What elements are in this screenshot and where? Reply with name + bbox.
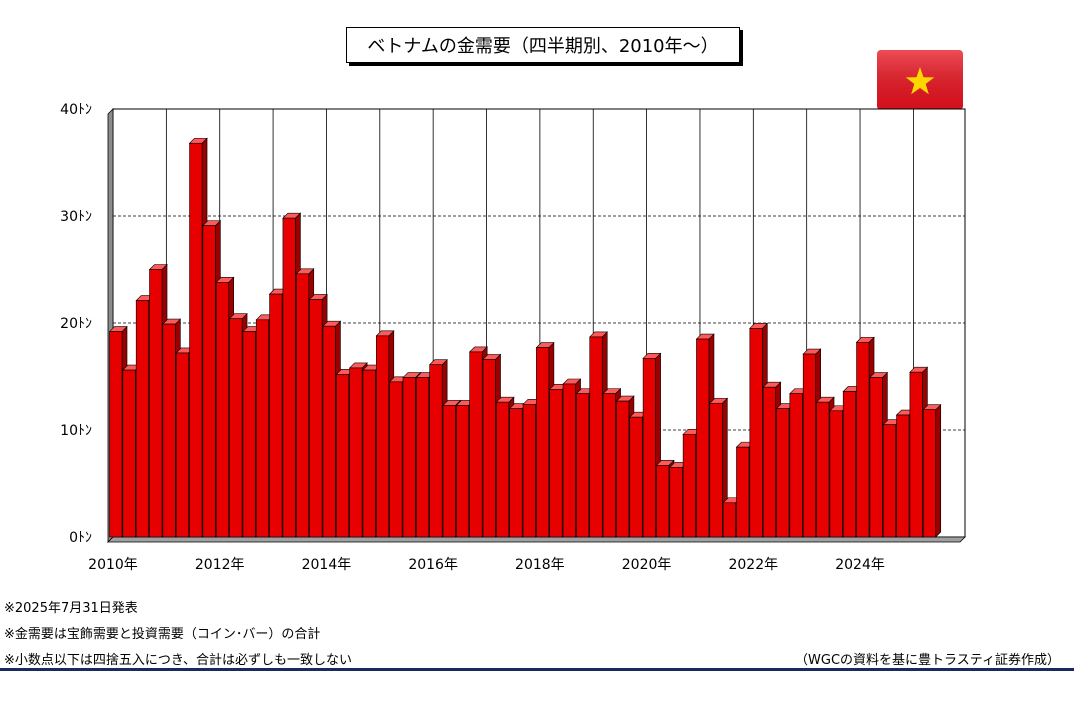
bar-front [709,402,723,538]
y-tick-label: 0ﾄﾝ [69,530,92,546]
bar-front [869,377,883,538]
bar-front [442,405,456,538]
x-tick-label: 2020年 [622,557,672,573]
bar-front [576,393,590,538]
y-tick-label: 30ﾄﾝ [60,209,92,225]
bar-front [816,401,830,538]
x-tick-label: 2018年 [515,557,565,573]
source-note: （WGCの資料を基に豊トラスティ証券作成） [795,653,1060,668]
bar-front [776,408,790,538]
bars [108,137,942,538]
bar-front [322,325,336,538]
y-tick-label: 40ﾄﾝ [60,102,92,118]
bar-front [215,282,230,538]
x-tick-label: 2012年 [195,557,245,573]
bar-front [269,293,283,538]
bar-front [762,386,776,538]
x-tick-label: 2010年 [88,557,138,573]
bar-front [469,351,483,538]
bar-front [602,393,616,538]
bar-front [175,352,189,538]
bar-front [295,273,310,538]
bar-chart: 0ﾄﾝ 10ﾄﾝ 20ﾄﾝ 30ﾄﾝ 40ﾄﾝ 2010年 2012年 2014年 2016年 2… [60,102,966,573]
bar-front [549,389,563,538]
bar-front [109,331,123,538]
bar-front [789,393,803,538]
bar-front [509,408,523,538]
bar-front [282,217,296,538]
bar-front [429,364,443,538]
bar-front [362,369,376,538]
chart-title: ベトナムの金需要（四半期別、2010年～） [346,27,740,63]
bar-front [629,416,643,538]
bar-front [482,359,496,538]
bar-side [935,403,942,538]
note-rounding: ※小数点以下は四捨五入につき、合計は必ずしも一致しない [4,653,352,668]
x-tick-label: 2014年 [302,557,352,573]
x-tick-label: 2016年 [408,557,458,573]
bar-front [642,358,656,538]
bar-front [255,319,270,538]
x-tick-label: 2024年 [835,557,885,573]
bar-front [416,377,430,538]
bar-front [389,381,403,538]
bar-front [856,341,870,538]
bar-front [402,377,416,538]
y-tick-label: 20ﾄﾝ [60,316,92,332]
bar-front [909,371,923,538]
bar-front [202,225,216,538]
bar-front [375,335,390,538]
bar-front [162,323,176,538]
bar-front [189,142,203,538]
bar-front [122,369,136,538]
bar-front [696,338,710,538]
bar-front [829,410,843,538]
bar-front [736,446,750,538]
footer-divider [0,668,1074,671]
bar-front [616,400,630,538]
y-tick-label: 10ﾄﾝ [60,423,92,439]
bar-front [522,404,536,538]
bar-front [669,467,683,538]
bar-front [896,414,910,538]
bar-front [349,367,363,538]
bar-front [456,405,470,538]
note-definition: ※金需要は宝飾需要と投資需要（コイン･バー）の合計 [4,627,321,642]
bar-front [749,328,763,538]
axes: 0ﾄﾝ 10ﾄﾝ 20ﾄﾝ 30ﾄﾝ 40ﾄﾝ 2010年 2012年 2014年 2016年 2… [60,102,885,573]
bar [922,403,942,538]
bar-front [536,347,550,538]
bar-front [722,502,736,538]
bar-front [562,383,576,538]
note-release-date: ※2025年7月31日発表 [4,601,138,616]
bar-front [802,353,816,538]
bar-front [656,465,670,538]
bar-front [682,433,696,538]
vietnam-flag-icon [877,50,963,110]
bar-front [242,331,256,538]
bar-front [149,269,163,538]
bar-front [309,299,323,538]
bar-front [496,401,510,538]
bar-front [229,318,243,538]
x-tick-label: 2022年 [728,557,778,573]
floor [107,536,966,543]
bar-front [589,336,603,538]
bar-front [882,424,897,538]
bar-front [922,409,937,538]
bar-front [335,374,350,538]
bar-front [135,300,149,538]
bar-front [842,391,857,538]
